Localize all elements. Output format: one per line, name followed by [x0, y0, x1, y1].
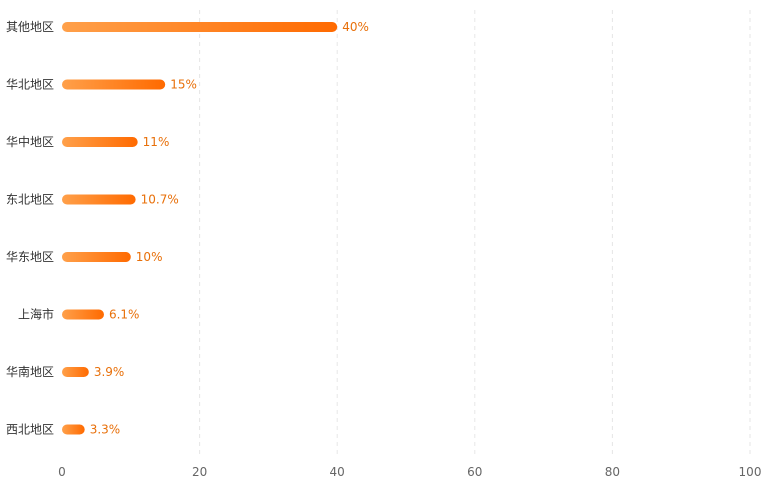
value-label: 6.1% — [109, 308, 140, 322]
category-label: 西北地区 — [6, 423, 54, 437]
category-label: 华南地区 — [6, 364, 54, 379]
x-axis: 0 20 40 60 80 100 — [58, 465, 761, 479]
value-label: 15% — [170, 78, 197, 92]
bar — [62, 79, 166, 90]
bars — [62, 22, 338, 435]
category-label: 东北地区 — [6, 193, 54, 207]
value-label: 3.3% — [90, 423, 121, 437]
category-label: 华东地区 — [6, 250, 54, 264]
bar — [62, 367, 89, 377]
value-label: 40% — [342, 20, 369, 34]
value-label: 3.9% — [94, 365, 125, 379]
x-tick-label: 100 — [739, 465, 762, 479]
category-label: 华北地区 — [6, 78, 54, 92]
bar — [62, 194, 136, 205]
x-tick-label: 60 — [467, 465, 482, 479]
category-label: 华中地区 — [6, 134, 54, 149]
value-label: 10% — [136, 250, 163, 264]
bar — [62, 424, 85, 435]
x-tick-label: 40 — [330, 465, 345, 479]
value-label: 11% — [143, 135, 170, 149]
grid-lines — [199, 10, 751, 456]
bar — [62, 137, 138, 147]
x-tick-label: 20 — [192, 465, 207, 479]
bar — [62, 252, 131, 262]
x-tick-label: 0 — [58, 465, 66, 479]
labels: 其他地区 40% 华北地区 15% 华中地区 11% 东北地区 10.7% 华东地区 10% 上海市… — [6, 20, 369, 437]
x-tick-label: 80 — [605, 465, 620, 479]
value-label: 10.7% — [141, 193, 179, 207]
bar — [62, 22, 338, 32]
category-label: 上海市 — [18, 307, 54, 322]
category-label: 其他地区 — [6, 20, 54, 34]
bar — [62, 309, 104, 320]
